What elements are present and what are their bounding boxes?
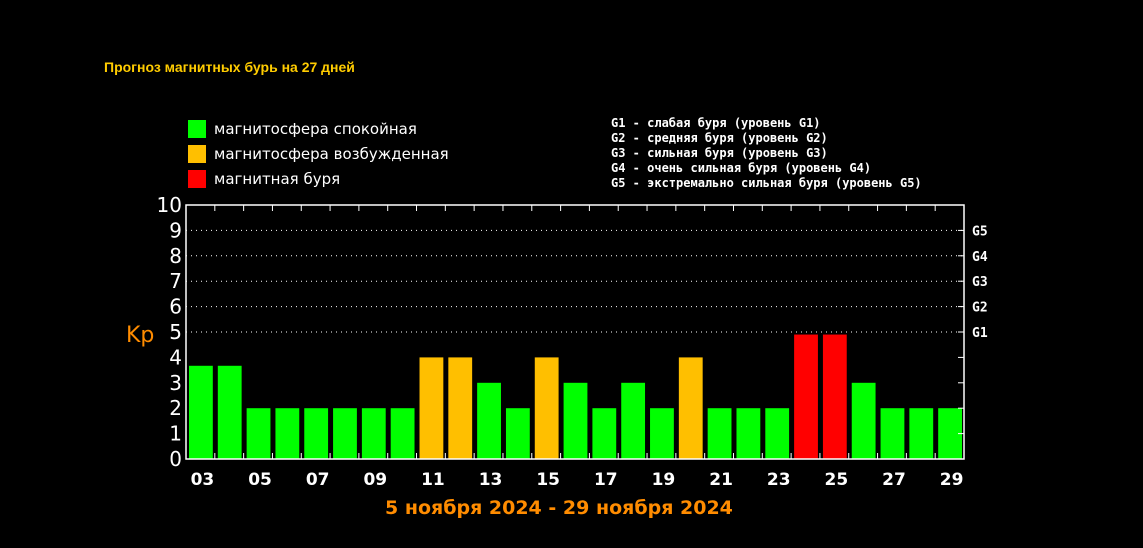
- period-label: 5 ноября 2024 - 29 ноября 2024: [385, 497, 733, 519]
- g-level-label: G3: [972, 275, 988, 290]
- y-tick-label: 6: [169, 295, 182, 319]
- y-axis-label: Kp: [126, 323, 154, 348]
- x-tick-label: 11: [421, 470, 445, 490]
- bar-06: [275, 408, 300, 459]
- y-tick-label: 9: [169, 218, 182, 242]
- bar-24: [794, 334, 818, 459]
- bar-14: [505, 408, 530, 459]
- g-level-label: G2: [972, 301, 988, 316]
- x-tick-label: 27: [882, 470, 906, 490]
- bar-25: [822, 334, 847, 459]
- legend-item-active: магнитосфера возбужденная: [188, 141, 449, 166]
- g-level-label: G1: [972, 326, 988, 341]
- x-tick-label: 07: [306, 470, 330, 490]
- bar-12: [448, 357, 473, 459]
- g-level-label: G4: [972, 250, 988, 265]
- x-tick-label: 09: [363, 470, 387, 490]
- x-tick-label: 17: [594, 470, 618, 490]
- bar-22: [736, 408, 761, 459]
- y-tick-label: 2: [169, 396, 182, 420]
- x-tick-label: 03: [191, 470, 215, 490]
- legend-swatch: [188, 119, 206, 138]
- legend-label: магнитосфера спокойная: [214, 119, 417, 138]
- g-legend-line: G2 - средняя буря (уровень G2): [611, 131, 828, 145]
- g-legend-line: G4 - очень сильная буря (уровень G4): [611, 161, 872, 175]
- bar-19: [650, 408, 674, 459]
- legend-label: магнитная буря: [214, 169, 341, 188]
- bar-08: [333, 408, 357, 459]
- bar-17: [592, 408, 617, 459]
- x-tick-label: 23: [767, 470, 791, 490]
- color-legend: магнитосфера спокойная магнитосфера возб…: [188, 116, 449, 191]
- bar-16: [563, 382, 588, 459]
- g-legend-line: G3 - сильная буря (уровень G3): [611, 146, 828, 160]
- bar-26: [851, 382, 876, 459]
- g-legend-line: G1 - слабая буря (уровень G1): [611, 116, 821, 130]
- legend-item-quiet: магнитосфера спокойная: [188, 116, 449, 141]
- bar-11: [419, 357, 444, 459]
- x-tick-label: 19: [652, 470, 676, 490]
- bar-09: [361, 408, 386, 459]
- bar-23: [765, 408, 790, 459]
- x-tick-label: 29: [940, 470, 964, 490]
- bar-18: [621, 382, 646, 459]
- bar-20: [678, 357, 703, 459]
- bar-15: [534, 357, 559, 459]
- y-tick-label: 4: [169, 345, 182, 369]
- x-tick-label: 15: [536, 470, 560, 490]
- y-tick-label: 10: [157, 193, 182, 217]
- bar-29: [938, 408, 962, 459]
- bar-05: [246, 408, 271, 459]
- bar-10: [390, 408, 415, 459]
- legend-label: магнитосфера возбужденная: [214, 144, 449, 163]
- g-level-label: G5: [972, 224, 988, 239]
- bar-13: [477, 382, 501, 459]
- y-tick-label: 8: [169, 244, 182, 268]
- bar-03: [189, 365, 213, 459]
- y-tick-label: 1: [169, 422, 182, 446]
- bar-07: [304, 408, 329, 459]
- x-tick-label: 05: [248, 470, 272, 490]
- chart-title: Прогноз магнитных бурь на 27 дней: [104, 59, 355, 75]
- x-tick-label: 25: [824, 470, 848, 490]
- g-legend-line: G5 - экстремально сильная буря (уровень …: [611, 176, 922, 190]
- y-tick-label: 5: [169, 320, 182, 344]
- y-tick-label: 0: [169, 447, 182, 471]
- legend-item-storm: магнитная буря: [188, 166, 449, 191]
- y-tick-label: 7: [169, 269, 182, 293]
- x-tick-label: 13: [479, 470, 503, 490]
- x-tick-label: 21: [709, 470, 733, 490]
- y-tick-label: 3: [169, 371, 182, 395]
- bar-21: [707, 408, 732, 459]
- legend-swatch: [188, 169, 206, 188]
- legend-swatch: [188, 144, 206, 163]
- g-level-legend: G1 - слабая буря (уровень G1) G2 - средн…: [611, 116, 922, 191]
- bar-04: [217, 365, 242, 459]
- bar-27: [880, 408, 905, 459]
- bar-28: [909, 408, 934, 459]
